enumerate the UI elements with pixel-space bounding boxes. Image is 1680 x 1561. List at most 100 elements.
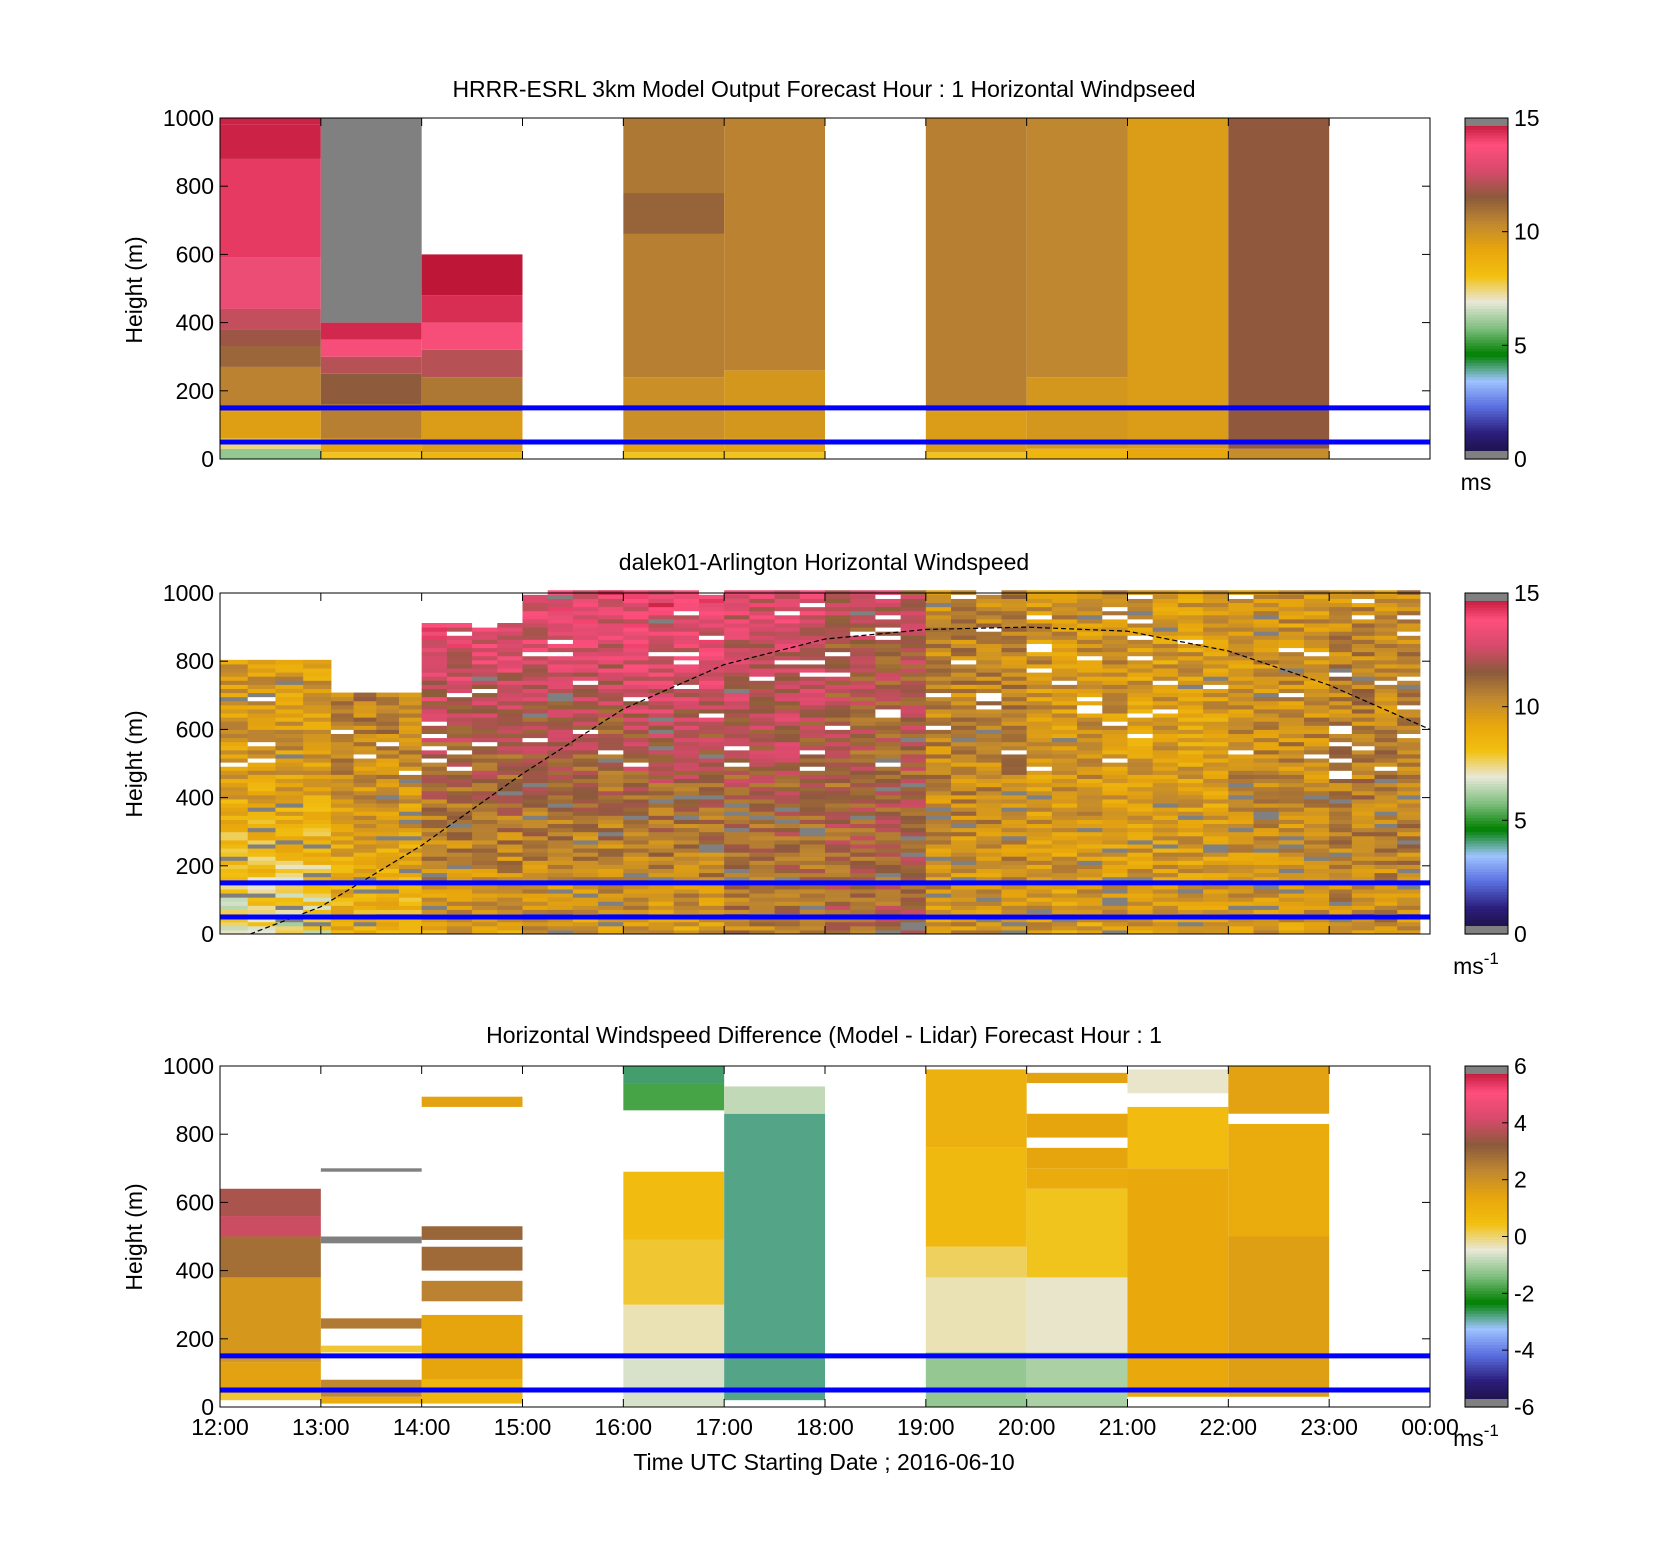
heatmap-cell xyxy=(220,897,249,902)
heatmap-cell xyxy=(1351,696,1376,702)
heatmap-cell xyxy=(220,839,249,845)
colorbar-segment xyxy=(1465,1262,1508,1266)
heatmap-cell xyxy=(648,659,675,665)
heatmap-cell xyxy=(850,774,876,780)
heatmap-cell xyxy=(1026,631,1053,636)
heatmap-cell xyxy=(1203,631,1229,636)
heatmap-cell xyxy=(1278,606,1305,612)
heatmap-cell xyxy=(1152,672,1179,677)
colorbar-segment xyxy=(1465,769,1508,773)
heatmap-cell xyxy=(698,815,725,820)
heatmap-cell xyxy=(724,598,750,604)
heatmap-cell xyxy=(825,876,851,882)
colorbar-segment xyxy=(1465,262,1508,267)
heatmap-cell xyxy=(774,905,801,910)
heatmap-cell xyxy=(1203,635,1229,640)
heatmap-cell xyxy=(799,790,826,796)
heatmap-cell xyxy=(247,897,276,902)
heatmap-cell xyxy=(1001,843,1028,849)
heatmap-cell xyxy=(598,839,624,845)
heatmap-cell xyxy=(446,668,473,673)
heatmap-cell xyxy=(698,610,725,616)
heatmap-cell xyxy=(925,893,952,898)
heatmap-cell xyxy=(1351,745,1376,751)
heatmap-cell xyxy=(1051,606,1078,612)
heatmap-cell xyxy=(1152,733,1179,739)
heatmap-cell xyxy=(398,888,423,894)
heatmap-cell xyxy=(875,852,902,857)
heatmap-cell xyxy=(1228,901,1255,906)
heatmap-cell xyxy=(247,893,276,898)
heatmap-cell xyxy=(376,807,400,812)
colorbar-segment xyxy=(1465,843,1508,847)
heatmap-cell xyxy=(1397,651,1421,657)
heatmap-cell xyxy=(825,598,851,604)
heatmap-cell xyxy=(1026,647,1053,653)
heatmap-cell xyxy=(749,713,776,718)
heatmap-cell xyxy=(1374,659,1398,665)
heatmap-cell xyxy=(698,917,725,923)
heatmap-cell xyxy=(976,770,1002,775)
heatmap-cell xyxy=(446,888,473,894)
heatmap-cell xyxy=(1102,668,1128,673)
heatmap-cell xyxy=(522,631,549,636)
heatmap-cell xyxy=(1026,1072,1128,1084)
heatmap-cell xyxy=(951,839,977,845)
heatmap-cell xyxy=(1177,852,1204,857)
heatmap-cell xyxy=(1397,852,1421,857)
heatmap-cell xyxy=(547,843,574,849)
heatmap-cell xyxy=(275,794,304,800)
heatmap-cell xyxy=(623,925,650,931)
heatmap-cell xyxy=(320,1168,422,1172)
heatmap-cell xyxy=(247,925,276,931)
colorbar-segment xyxy=(1465,1333,1508,1337)
y-tick-label: 800 xyxy=(176,1121,214,1147)
heatmap-cell xyxy=(724,856,750,861)
heatmap-cell xyxy=(1329,770,1353,775)
heatmap-cell xyxy=(1397,823,1421,829)
heatmap-cell xyxy=(1051,692,1078,698)
heatmap-cell xyxy=(825,704,851,710)
heatmap-cell xyxy=(1102,758,1128,763)
heatmap-cell xyxy=(1051,663,1078,669)
colorbar-segment xyxy=(1465,806,1508,810)
heatmap-cell xyxy=(925,639,952,644)
heatmap-cell xyxy=(1329,815,1353,820)
heatmap-cell xyxy=(1203,651,1229,657)
heatmap-cell xyxy=(850,794,876,800)
heatmap-cell xyxy=(1152,786,1179,792)
heatmap-cell xyxy=(497,692,523,698)
heatmap-cell xyxy=(825,823,851,829)
heatmap-cell xyxy=(799,843,826,849)
colorbar-segment xyxy=(1465,1279,1508,1283)
heatmap-cell xyxy=(951,725,977,730)
heatmap-cell xyxy=(1001,848,1028,853)
heatmap-cell xyxy=(875,639,902,644)
heatmap-cell xyxy=(1329,725,1353,730)
heatmap-cell xyxy=(353,811,377,816)
heatmap-cell xyxy=(1203,852,1229,857)
heatmap-cell xyxy=(275,848,304,853)
heatmap-cell xyxy=(900,618,927,624)
heatmap-cell xyxy=(1077,594,1103,599)
heatmap-cell xyxy=(1077,876,1103,882)
heatmap-cell xyxy=(275,868,304,874)
heatmap-cell xyxy=(497,929,523,935)
colorbar-segment xyxy=(1465,351,1508,355)
heatmap-cell xyxy=(698,929,725,935)
heatmap-cell xyxy=(275,733,304,739)
heatmap-cell xyxy=(472,647,498,653)
heatmap-cell xyxy=(353,745,377,751)
heatmap-cell xyxy=(247,823,276,829)
heatmap-cell xyxy=(900,786,927,792)
heatmap-cell xyxy=(900,794,927,800)
colorbar-segment xyxy=(1465,214,1508,219)
heatmap-cell xyxy=(799,848,826,853)
colorbar-segment xyxy=(1465,1247,1508,1252)
heatmap-cell xyxy=(1278,856,1305,861)
heatmap-cell xyxy=(376,917,400,923)
heatmap-cell xyxy=(1001,827,1028,833)
colorbar-segment xyxy=(1465,365,1508,369)
heatmap-cell xyxy=(724,839,750,845)
y-tick-label: 400 xyxy=(176,1258,214,1284)
